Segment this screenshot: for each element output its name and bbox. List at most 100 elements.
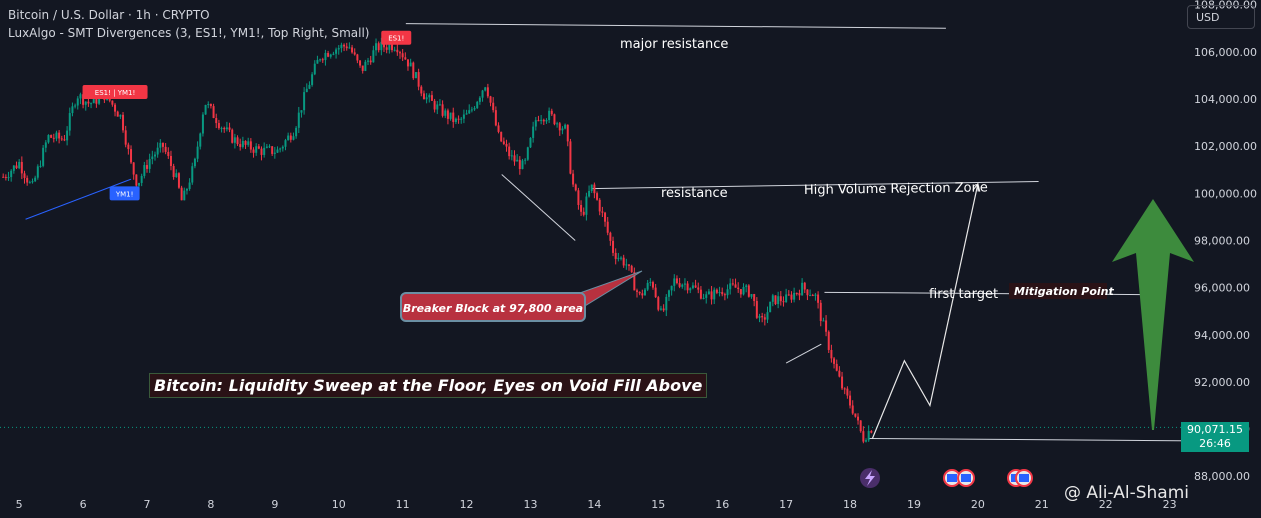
candle-body — [319, 59, 322, 61]
symbol-title[interactable]: Bitcoin / U.S. Dollar · 1h · CRYPTO — [8, 8, 210, 22]
smt-label-bg — [381, 30, 412, 45]
candle-body — [353, 52, 356, 55]
candle-body — [777, 296, 780, 305]
candle-body — [39, 165, 42, 167]
candle-body — [433, 100, 436, 110]
candle-body — [233, 137, 236, 143]
trend-line-1[interactable] — [501, 174, 576, 241]
time-tick-label: 16 — [715, 498, 729, 511]
candle-body — [265, 146, 268, 148]
candle-body — [718, 292, 721, 294]
major-resistance-label: major resistance — [620, 37, 728, 52]
candle-body — [143, 165, 146, 176]
candle-body — [396, 49, 399, 53]
candle-body — [372, 50, 375, 63]
time-tick-label: 5 — [16, 498, 23, 511]
candle-body — [279, 148, 282, 150]
candle-body — [207, 104, 210, 106]
candle-body — [518, 159, 521, 170]
candle-body — [843, 388, 846, 390]
candle-body — [849, 395, 852, 406]
mitigation-badge-bg — [1009, 283, 1107, 299]
last-price-tag: 90,071.15 26:46 — [1181, 422, 1249, 452]
candle-body — [742, 286, 745, 295]
candle-body — [398, 52, 401, 54]
time-tick-label: 13 — [523, 498, 537, 511]
candle-body — [867, 431, 870, 441]
candle-body — [620, 257, 623, 259]
candle-body — [327, 52, 330, 57]
candle-body — [654, 287, 657, 298]
candle-body — [494, 110, 497, 126]
candle-body — [377, 43, 380, 51]
candle-body — [763, 317, 766, 320]
candle-body — [569, 141, 572, 174]
trend-line-2[interactable] — [785, 343, 822, 364]
candle-body — [465, 113, 468, 115]
candle-body — [244, 140, 247, 145]
candle-body — [825, 320, 828, 332]
candle-body — [715, 289, 718, 293]
indicator-title[interactable]: LuxAlgo - SMT Divergences (3, ES1!, YM1!… — [8, 26, 370, 40]
candle-body — [36, 166, 39, 178]
candle-body — [63, 139, 66, 141]
candle-body — [340, 44, 343, 49]
candle-body — [572, 173, 575, 185]
price-tick-label: 88,000.00 — [1194, 470, 1250, 483]
candle-body — [68, 113, 71, 131]
candle-body — [838, 370, 841, 377]
candle-body — [335, 49, 338, 54]
currency-button[interactable]: USD — [1187, 5, 1255, 29]
candle-body — [577, 190, 580, 205]
candle-body — [454, 118, 457, 123]
major-resistance-line[interactable] — [405, 23, 946, 29]
price-tick-label: 98,000.00 — [1194, 234, 1250, 247]
candle-body — [484, 87, 487, 91]
support-line[interactable] — [869, 437, 1196, 442]
candle-body — [593, 184, 596, 194]
candle-body — [601, 211, 604, 213]
candle-body — [52, 137, 55, 139]
candle-body — [729, 283, 732, 290]
candle-body — [697, 287, 700, 290]
candle-body — [95, 96, 98, 104]
candle-body — [468, 110, 471, 114]
event-icons[interactable] — [860, 468, 1033, 488]
rejection-zone-label: High Volume Rejection Zone — [804, 180, 988, 198]
candle-body — [745, 285, 748, 287]
candle-body — [598, 199, 601, 212]
projection-path[interactable] — [871, 182, 981, 439]
time-axis[interactable]: 5 6 7 8 9 10 11 12 13 14 15 16 17 18 19 20 21 22 23 — [16, 498, 1177, 511]
candle-body — [425, 97, 428, 100]
candle-body — [841, 376, 844, 389]
candle-body — [188, 182, 191, 190]
candle-body — [651, 282, 654, 288]
candle-body — [497, 125, 500, 132]
candle-body — [311, 74, 314, 85]
candle-body — [588, 190, 591, 197]
candle-body — [846, 388, 849, 396]
candle-body — [175, 173, 178, 177]
candle-body — [513, 155, 516, 162]
candle-body — [388, 44, 391, 50]
candle-body — [42, 147, 45, 166]
candle-body — [612, 240, 615, 253]
candle-body — [758, 316, 761, 318]
candle-body — [643, 289, 646, 296]
candle-body — [409, 62, 412, 67]
candle-body — [553, 114, 556, 125]
time-tick-label: 22 — [1099, 498, 1113, 511]
candle-body — [481, 90, 484, 98]
price-tick-label: 104,000.00 — [1194, 93, 1257, 106]
candle-body — [180, 187, 183, 201]
drawing-lines[interactable] — [25, 23, 1196, 442]
candle-body — [263, 147, 266, 155]
resistance-line[interactable] — [591, 181, 1039, 190]
candle-body — [737, 287, 740, 290]
smt-divergence-line[interactable] — [25, 178, 132, 220]
candle-body — [204, 104, 207, 115]
projection-line[interactable] — [871, 183, 979, 439]
candle-body — [590, 184, 593, 191]
candle-body — [670, 285, 673, 291]
